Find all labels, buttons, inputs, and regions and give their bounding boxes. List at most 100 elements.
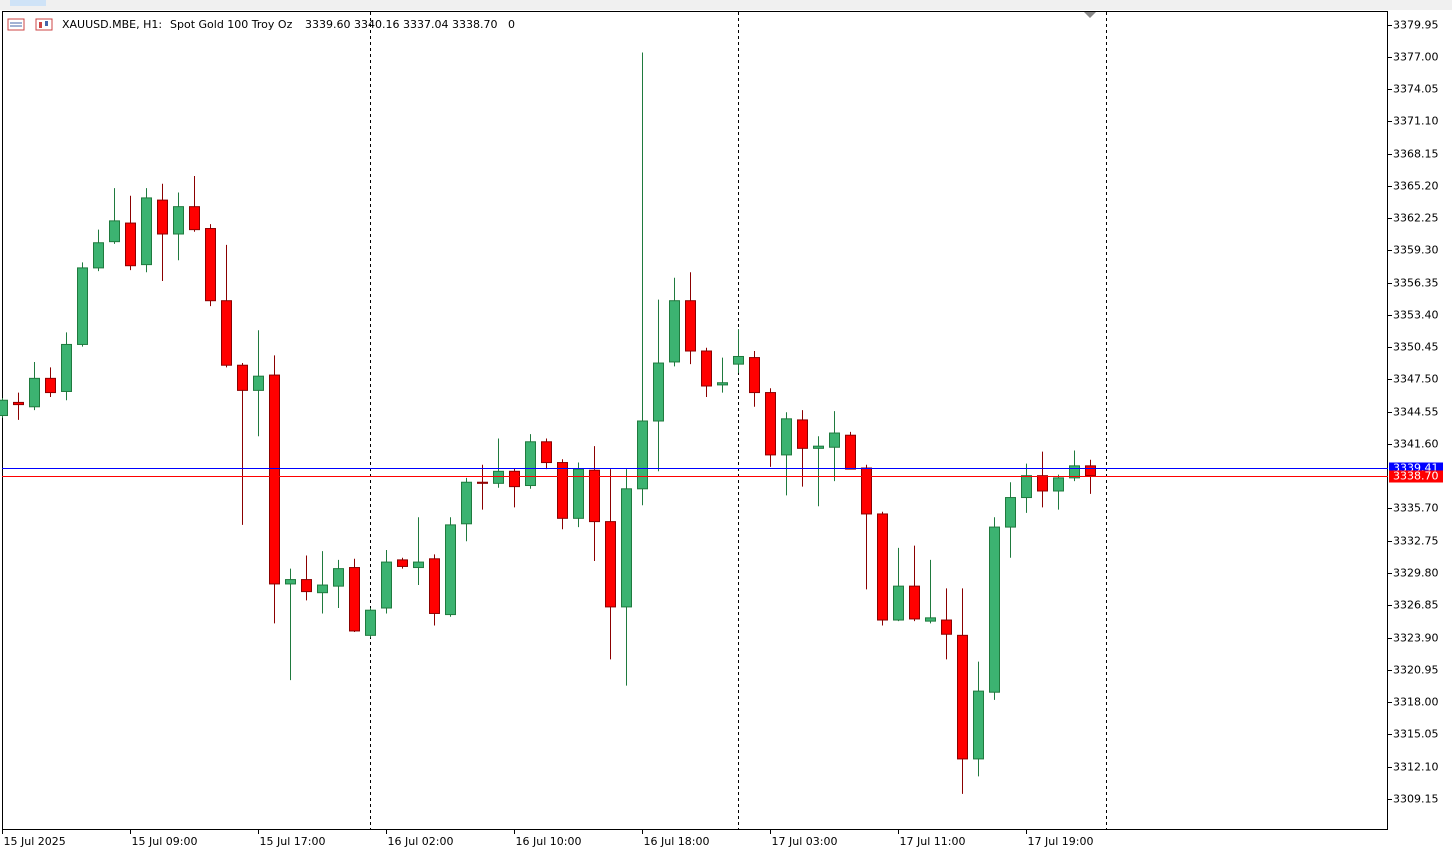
candle-body — [653, 362, 664, 422]
description: Spot Gold 100 Troy Oz — [170, 18, 293, 31]
x-tick-label: 15 Jul 2025 — [4, 835, 66, 848]
y-tick-label: 3332.75 — [1393, 535, 1439, 548]
header: XAUUSD.MBE, H1: Spot Gold 100 Troy Oz 33… — [7, 18, 515, 31]
candle-body — [589, 469, 600, 523]
icon — [39, 22, 42, 28]
candle-body — [333, 568, 344, 587]
price-label-bg — [1389, 470, 1443, 483]
candle-body — [205, 228, 216, 302]
y-tick-label: 3353.40 — [1393, 309, 1439, 322]
candle-body — [29, 377, 40, 408]
icon — [7, 18, 25, 31]
y-tick-label: 3377.00 — [1393, 51, 1439, 64]
candle-body — [381, 561, 392, 609]
candle-body — [157, 199, 168, 235]
candle-body — [717, 382, 728, 386]
candle-body — [749, 357, 760, 394]
y-tick-label: 3309.15 — [1393, 793, 1439, 806]
candle-body — [77, 267, 88, 345]
y-tick-label: 3344.55 — [1393, 406, 1439, 419]
candle-body — [877, 513, 888, 621]
candle-body — [1037, 475, 1048, 492]
candle-body — [957, 634, 968, 760]
candle-body — [925, 617, 936, 622]
candle-body — [765, 392, 776, 456]
y-tick-label: 3350.45 — [1393, 341, 1439, 354]
x-tick-label: 15 Jul 17:00 — [260, 835, 326, 848]
shift-marker[interactable] — [1084, 12, 1096, 18]
y-tick-label: 3356.35 — [1393, 277, 1439, 290]
candle-body — [637, 420, 648, 490]
y-tick-label: 3341.60 — [1393, 438, 1439, 451]
candle-body — [509, 470, 520, 488]
x-tick-label: 15 Jul 09:00 — [132, 835, 198, 848]
candle-body — [13, 401, 24, 406]
y-tick-label: 3326.85 — [1393, 599, 1439, 612]
candle-body — [669, 300, 680, 363]
candle-body — [253, 375, 264, 391]
candle-body — [893, 585, 904, 621]
candle-body — [541, 441, 552, 464]
candle-body — [1005, 497, 1016, 528]
y-tick-label: 3335.70 — [1393, 502, 1439, 515]
toolbar-button[interactable] — [10, 0, 46, 6]
candle-body — [701, 350, 712, 387]
candle-body — [1085, 465, 1096, 477]
candle-body — [173, 206, 184, 235]
price-label: 3338.70 — [1393, 470, 1439, 483]
y-tick-label: 3347.50 — [1393, 373, 1439, 386]
symbol: XAUUSD.MBE, H1: — [62, 18, 162, 31]
ohlc: 3339.60 3340.16 3337.04 3338.70 — [305, 18, 497, 31]
candle-body — [797, 419, 808, 449]
candle-body — [573, 468, 584, 519]
candle-body — [1021, 475, 1032, 499]
x-tick-label: 17 Jul 11:00 — [900, 835, 966, 848]
y-tick-label: 3362.25 — [1393, 212, 1439, 225]
candle-body — [685, 300, 696, 352]
candle-body — [733, 355, 744, 365]
candle-body — [557, 462, 568, 519]
candle-body — [285, 579, 296, 585]
x-tick-label: 16 Jul 10:00 — [516, 835, 582, 848]
y-tick-label: 3371.10 — [1393, 115, 1439, 128]
candle-body — [461, 481, 472, 525]
candle-body — [365, 609, 376, 636]
candle-body — [301, 579, 312, 593]
candle-body — [605, 521, 616, 608]
candle-body — [525, 441, 536, 487]
candle-body — [989, 526, 1000, 693]
candle-body — [109, 220, 120, 243]
candle-body — [861, 467, 872, 515]
candle-body — [973, 690, 984, 760]
icon — [35, 18, 53, 31]
candle-body — [829, 432, 840, 448]
candle-body — [429, 558, 440, 614]
candle-body — [413, 561, 424, 569]
candle-body — [237, 364, 248, 391]
candle-body — [445, 524, 456, 616]
candle-body — [221, 300, 232, 366]
y-tick-label: 3329.80 — [1393, 567, 1439, 580]
candle-body — [1069, 465, 1080, 479]
y-tick-label: 3379.95 — [1393, 19, 1439, 32]
candle-body — [1053, 477, 1064, 492]
candle-body — [477, 481, 488, 484]
y-tick-label: 3320.95 — [1393, 664, 1439, 677]
y-tick-label: 3374.05 — [1393, 83, 1439, 96]
x-tick-label: 17 Jul 19:00 — [1028, 835, 1094, 848]
y-tick-label: 3323.90 — [1393, 632, 1439, 645]
y-tick-label: 3315.05 — [1393, 728, 1439, 741]
candle-body — [269, 374, 280, 585]
volume: 0 — [508, 18, 515, 31]
y-tick-label: 3368.15 — [1393, 148, 1439, 161]
candle-body — [813, 445, 824, 449]
candle-body — [621, 488, 632, 608]
candle-body — [141, 197, 152, 266]
candle-body — [493, 470, 504, 484]
y-tick-label: 3318.00 — [1393, 696, 1439, 709]
candle-body — [845, 434, 856, 470]
candle-body — [93, 242, 104, 269]
toolbar — [0, 0, 1452, 10]
plot-frame — [2, 11, 1388, 830]
